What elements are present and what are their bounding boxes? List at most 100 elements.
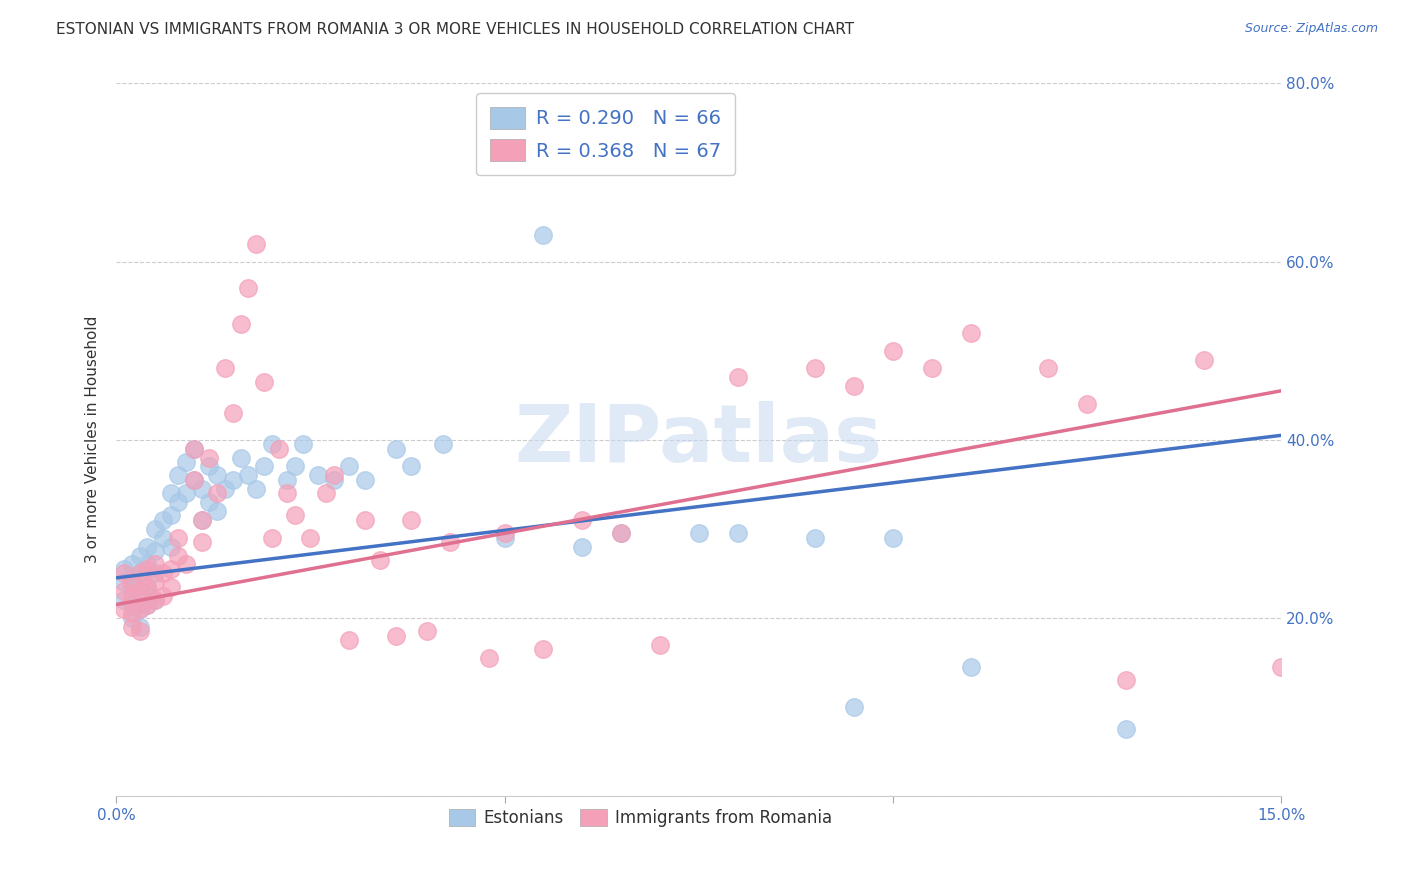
Point (370, 553, 392, 567)
Point (152, 531, 174, 545)
Point (1038, 361, 1060, 376)
Point (174, 558, 197, 572)
Point (222, 473, 245, 487)
Point (648, 638, 671, 652)
Point (121, 571, 143, 585)
Point (571, 540, 593, 554)
Point (1192, 352, 1215, 367)
Point (533, 642, 555, 657)
Point (299, 531, 322, 545)
Point (610, 526, 633, 541)
Point (136, 580, 159, 594)
Point (245, 482, 267, 496)
Point (128, 584, 150, 599)
Point (322, 473, 344, 487)
Point (159, 580, 181, 594)
Point (112, 593, 135, 607)
Point (159, 562, 181, 576)
Point (238, 281, 260, 295)
Point (229, 450, 252, 465)
Point (921, 361, 943, 376)
Point (174, 455, 197, 469)
Point (260, 531, 283, 545)
Point (143, 522, 166, 536)
Point (229, 317, 252, 331)
Point (804, 361, 827, 376)
Point (143, 558, 166, 572)
Point (439, 535, 461, 549)
Text: ESTONIAN VS IMMIGRANTS FROM ROMANIA 3 OR MORE VEHICLES IN HOUSEHOLD CORRELATION : ESTONIAN VS IMMIGRANTS FROM ROMANIA 3 OR… (56, 22, 855, 37)
Point (121, 598, 143, 612)
Point (222, 406, 245, 420)
Point (112, 602, 135, 616)
Point (128, 624, 150, 639)
Point (128, 566, 150, 581)
Point (128, 602, 150, 616)
Point (688, 526, 710, 541)
Point (260, 437, 283, 451)
Point (167, 468, 190, 483)
Point (844, 700, 866, 714)
Point (121, 580, 143, 594)
Point (337, 633, 360, 648)
Point (167, 531, 190, 545)
Point (190, 482, 212, 496)
Point (322, 468, 344, 483)
Point (190, 513, 212, 527)
Legend: Estonians, Immigrants from Romania: Estonians, Immigrants from Romania (441, 803, 839, 834)
Point (198, 450, 221, 465)
Point (128, 620, 150, 634)
Point (959, 326, 981, 340)
Y-axis label: 3 or more Vehicles in Household: 3 or more Vehicles in Household (86, 316, 100, 564)
Point (128, 549, 150, 563)
Point (143, 544, 166, 558)
Point (432, 437, 454, 451)
Point (253, 459, 276, 474)
Point (337, 459, 360, 474)
Point (307, 468, 329, 483)
Point (291, 437, 314, 451)
Point (416, 624, 439, 639)
Point (183, 442, 205, 456)
Point (136, 598, 159, 612)
Point (121, 611, 143, 625)
Point (112, 575, 135, 590)
Point (136, 598, 159, 612)
Point (214, 482, 236, 496)
Point (167, 549, 190, 563)
Point (844, 379, 866, 393)
Point (143, 593, 166, 607)
Point (253, 375, 276, 389)
Text: ZIPatlas: ZIPatlas (515, 401, 883, 479)
Point (121, 575, 143, 590)
Point (174, 486, 197, 500)
Point (152, 513, 174, 527)
Point (207, 504, 229, 518)
Point (207, 486, 229, 500)
Point (136, 580, 159, 594)
Point (284, 459, 307, 474)
Point (121, 589, 143, 603)
Point (315, 486, 337, 500)
Point (136, 562, 159, 576)
Point (112, 584, 135, 599)
Point (276, 486, 298, 500)
Point (353, 473, 375, 487)
Point (143, 566, 166, 581)
Point (494, 526, 516, 541)
Point (143, 593, 166, 607)
Point (190, 535, 212, 549)
Point (198, 495, 221, 509)
Point (284, 508, 307, 523)
Point (494, 531, 516, 545)
Point (159, 486, 181, 500)
Point (214, 361, 236, 376)
Point (183, 473, 205, 487)
Point (959, 660, 981, 674)
Point (238, 468, 260, 483)
Point (1076, 397, 1098, 411)
Point (112, 566, 135, 581)
Point (245, 236, 267, 251)
Point (121, 620, 143, 634)
Point (152, 566, 174, 581)
